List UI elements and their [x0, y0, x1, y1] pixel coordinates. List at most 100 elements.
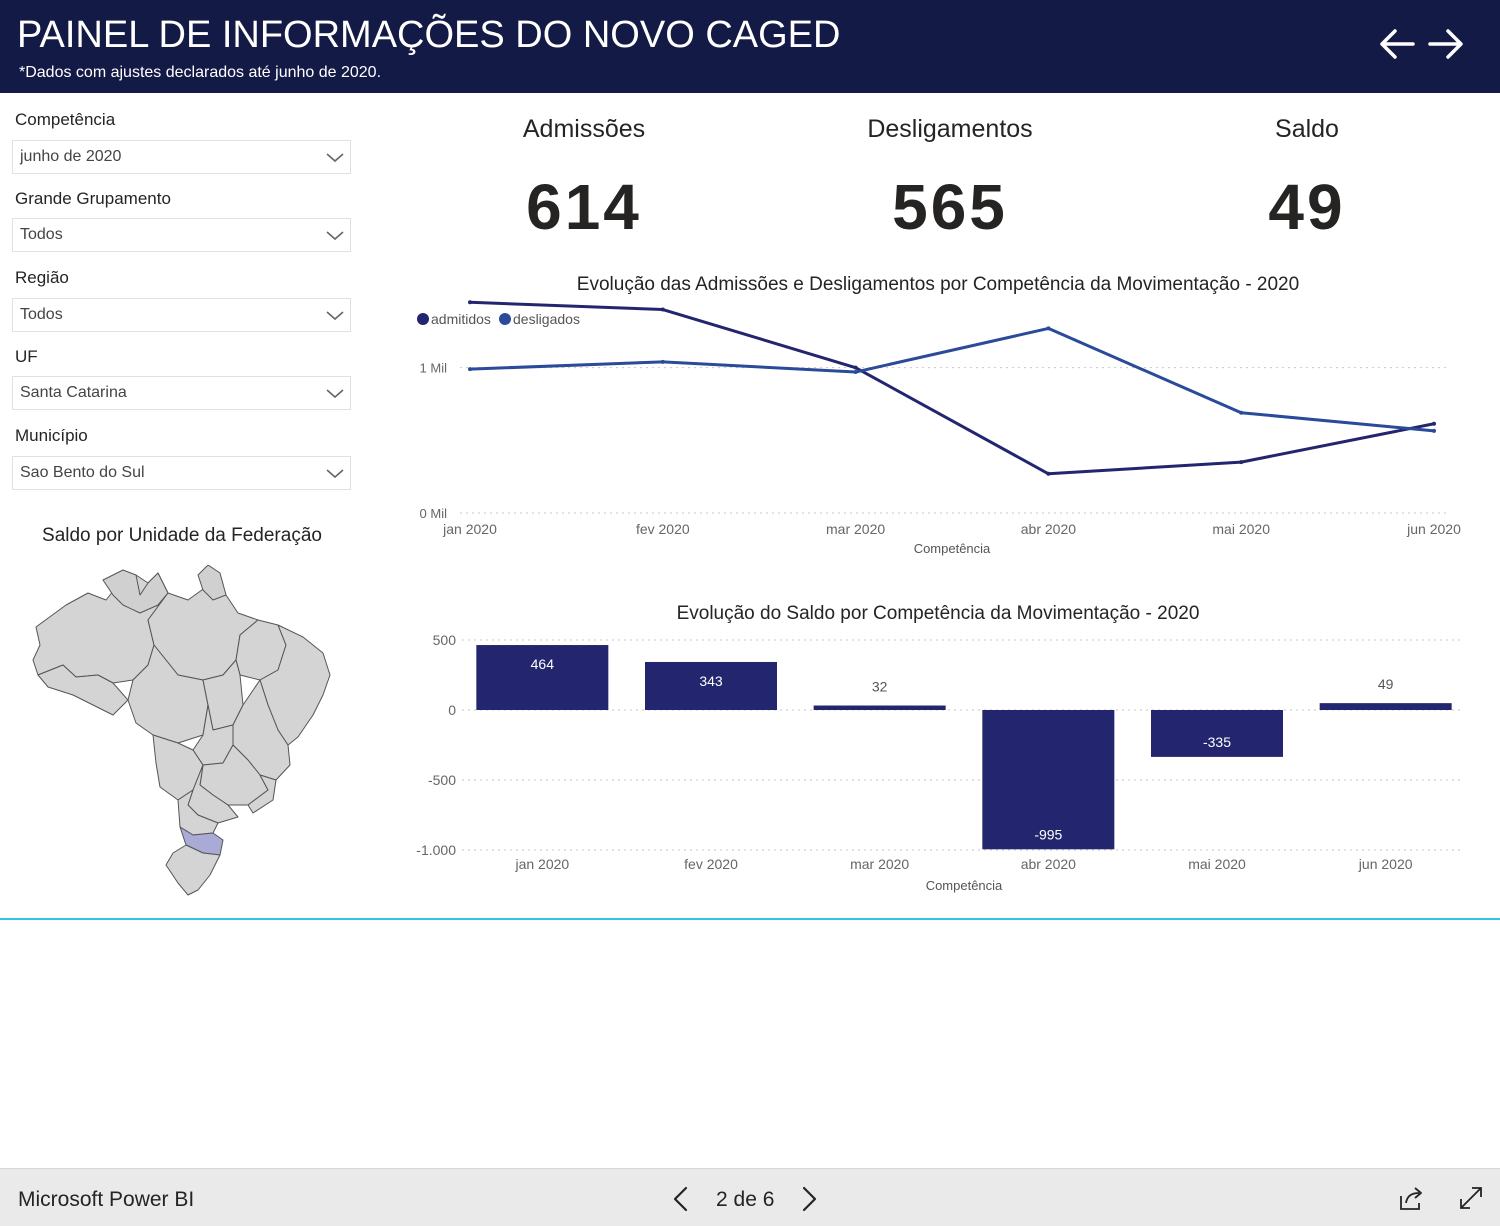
bar-xtick-label: abr 2020	[1021, 856, 1076, 872]
filter-competencia-dropdown[interactable]: junho de 2020	[12, 140, 351, 174]
filter-grupamento-label: Grande Grupamento	[15, 189, 171, 208]
kpi-admissoes-value: 614	[526, 171, 642, 243]
chevron-down-icon	[326, 311, 344, 321]
kpi-desligamentos-value: 565	[892, 171, 1008, 243]
chevron-down-icon	[326, 469, 344, 479]
page-indicator: 2 de 6	[716, 1188, 775, 1211]
chevron-down-icon	[326, 153, 344, 163]
filter-regiao-dropdown[interactable]: Todos	[12, 298, 351, 332]
filter-municipio-dropdown[interactable]: Sao Bento do Sul	[12, 456, 351, 490]
chevron-right-icon[interactable]	[798, 1185, 820, 1213]
map-state-espirito-santo-rj[interactable]	[247, 774, 277, 814]
line-point-admitidos[interactable]	[1239, 460, 1244, 465]
filter-uf-value: Santa Catarina	[20, 384, 127, 401]
filter-grupamento-value: Todos	[20, 226, 63, 243]
bar-ytick-label: 500	[433, 632, 457, 648]
kpi-saldo-value: 49	[1268, 171, 1346, 243]
line-point-desligados[interactable]	[853, 370, 858, 375]
map-state-nordeste[interactable]	[259, 624, 331, 746]
bar-xtick-label: fev 2020	[684, 856, 738, 872]
line-xtick-label: fev 2020	[636, 521, 690, 537]
line-series-desligados[interactable]	[469, 326, 1435, 433]
line-point-admitidos[interactable]	[853, 365, 858, 370]
bar-ytick-label: -1.000	[416, 842, 456, 858]
brazil-map[interactable]	[28, 565, 338, 900]
map-state-roraima[interactable]	[102, 569, 169, 614]
share-icon[interactable]	[1397, 1186, 1425, 1212]
filter-competencia-label: Competência	[15, 110, 116, 129]
bar-data-label: -335	[1203, 734, 1231, 750]
map-state-amapa[interactable]	[197, 565, 227, 601]
line-chart-title: Evolução das Admissões e Desligamentos p…	[577, 274, 1299, 295]
page-subtitle: *Dados com ajustes declarados até junho …	[19, 64, 382, 81]
line-point-admitidos[interactable]	[1046, 471, 1051, 476]
line-xtick-label: mai 2020	[1212, 521, 1270, 537]
bar-mark[interactable]	[476, 645, 609, 710]
filter-uf-label: UF	[15, 347, 38, 366]
legend-desligados-marker	[499, 313, 511, 325]
bar-mark[interactable]	[1319, 703, 1452, 710]
bar-mark[interactable]	[982, 710, 1115, 850]
powerbi-brand: Microsoft Power BI	[18, 1188, 195, 1211]
page-title: PAINEL DE INFORMAÇÕES DO NOVO CAGED	[17, 14, 841, 56]
line-chart-xlabel: Competência	[914, 541, 991, 556]
kpi-saldo-label: Saldo	[1275, 115, 1339, 143]
filter-regiao-value: Todos	[20, 306, 63, 323]
report-header: PAINEL DE INFORMAÇÕES DO NOVO CAGED *Dad…	[0, 0, 1500, 93]
fullscreen-icon[interactable]	[1458, 1185, 1484, 1211]
line-xtick-label: abr 2020	[1021, 521, 1076, 537]
bar-xtick-label: jun 2020	[1358, 856, 1413, 872]
filter-competencia-value: junho de 2020	[20, 148, 122, 165]
legend-desligados-label: desligados	[513, 311, 580, 327]
bar-ytick-label: -500	[428, 772, 456, 788]
line-xtick-label: mar 2020	[826, 521, 885, 537]
page-divider	[0, 918, 1500, 920]
bar-xtick-label: jan 2020	[514, 856, 569, 872]
line-point-desligados[interactable]	[660, 359, 665, 364]
filter-municipio-value: Sao Bento do Sul	[20, 464, 145, 481]
arrow-left-icon[interactable]	[1377, 22, 1419, 66]
bar-mark[interactable]	[645, 661, 777, 710]
kpi-admissoes-label: Admissões	[522, 115, 646, 143]
kpi-desligamentos-label: Desligamentos	[867, 115, 1033, 143]
map-title: Saldo por Unidade da Federação	[42, 525, 322, 546]
bar-chart-title: Evolução do Saldo por Competência da Mov…	[677, 603, 1200, 624]
bar-mark[interactable]	[813, 705, 946, 710]
line-series-admitidos[interactable]	[469, 300, 1435, 476]
line-chart-legend[interactable]: admitidos desligados	[417, 311, 580, 327]
chevron-down-icon	[326, 231, 344, 241]
line-point-desligados[interactable]	[468, 367, 472, 372]
bar-data-label: 32	[872, 679, 888, 695]
line-point-desligados[interactable]	[1046, 326, 1051, 331]
bar-data-label: -995	[1034, 826, 1062, 842]
bar-ytick-label: 0	[448, 702, 456, 718]
line-ytick-label: 1 Mil	[420, 361, 448, 376]
line-point-desligados[interactable]	[1239, 410, 1244, 415]
bar-data-label: 49	[1378, 676, 1394, 692]
bar-data-label: 464	[531, 656, 555, 672]
bar-xtick-label: mai 2020	[1188, 856, 1246, 872]
bar-xtick-label: mar 2020	[850, 856, 909, 872]
line-ytick-label: 0 Mil	[420, 506, 448, 521]
line-point-desligados[interactable]	[1432, 428, 1436, 433]
bar-data-label: 343	[699, 673, 723, 689]
filter-regiao-label: Região	[15, 268, 69, 287]
map-state-rio-grande-sul[interactable]	[165, 844, 221, 896]
chevron-down-icon	[326, 389, 344, 399]
bar-chart-xlabel: Competência	[926, 878, 1003, 893]
line-xtick-label: jan 2020	[442, 521, 497, 537]
legend-admitidos-marker	[417, 313, 429, 325]
arrow-right-icon[interactable]	[1424, 22, 1466, 66]
chevron-left-icon[interactable]	[670, 1185, 692, 1213]
map-state-acre-rondonia[interactable]	[37, 664, 129, 716]
filter-municipio-label: Município	[15, 426, 88, 445]
filter-uf-dropdown[interactable]: Santa Catarina	[12, 376, 351, 410]
line-point-admitidos[interactable]	[468, 300, 472, 305]
line-xtick-label: jun 2020	[1406, 521, 1461, 537]
filter-grupamento-dropdown[interactable]: Todos	[12, 218, 351, 252]
line-point-admitidos[interactable]	[660, 307, 665, 312]
line-point-admitidos[interactable]	[1432, 421, 1436, 426]
powerbi-footer: Microsoft Power BI 2 de 6	[0, 1168, 1500, 1226]
legend-admitidos-label: admitidos	[431, 311, 491, 327]
bar-mark[interactable]	[1151, 710, 1283, 757]
